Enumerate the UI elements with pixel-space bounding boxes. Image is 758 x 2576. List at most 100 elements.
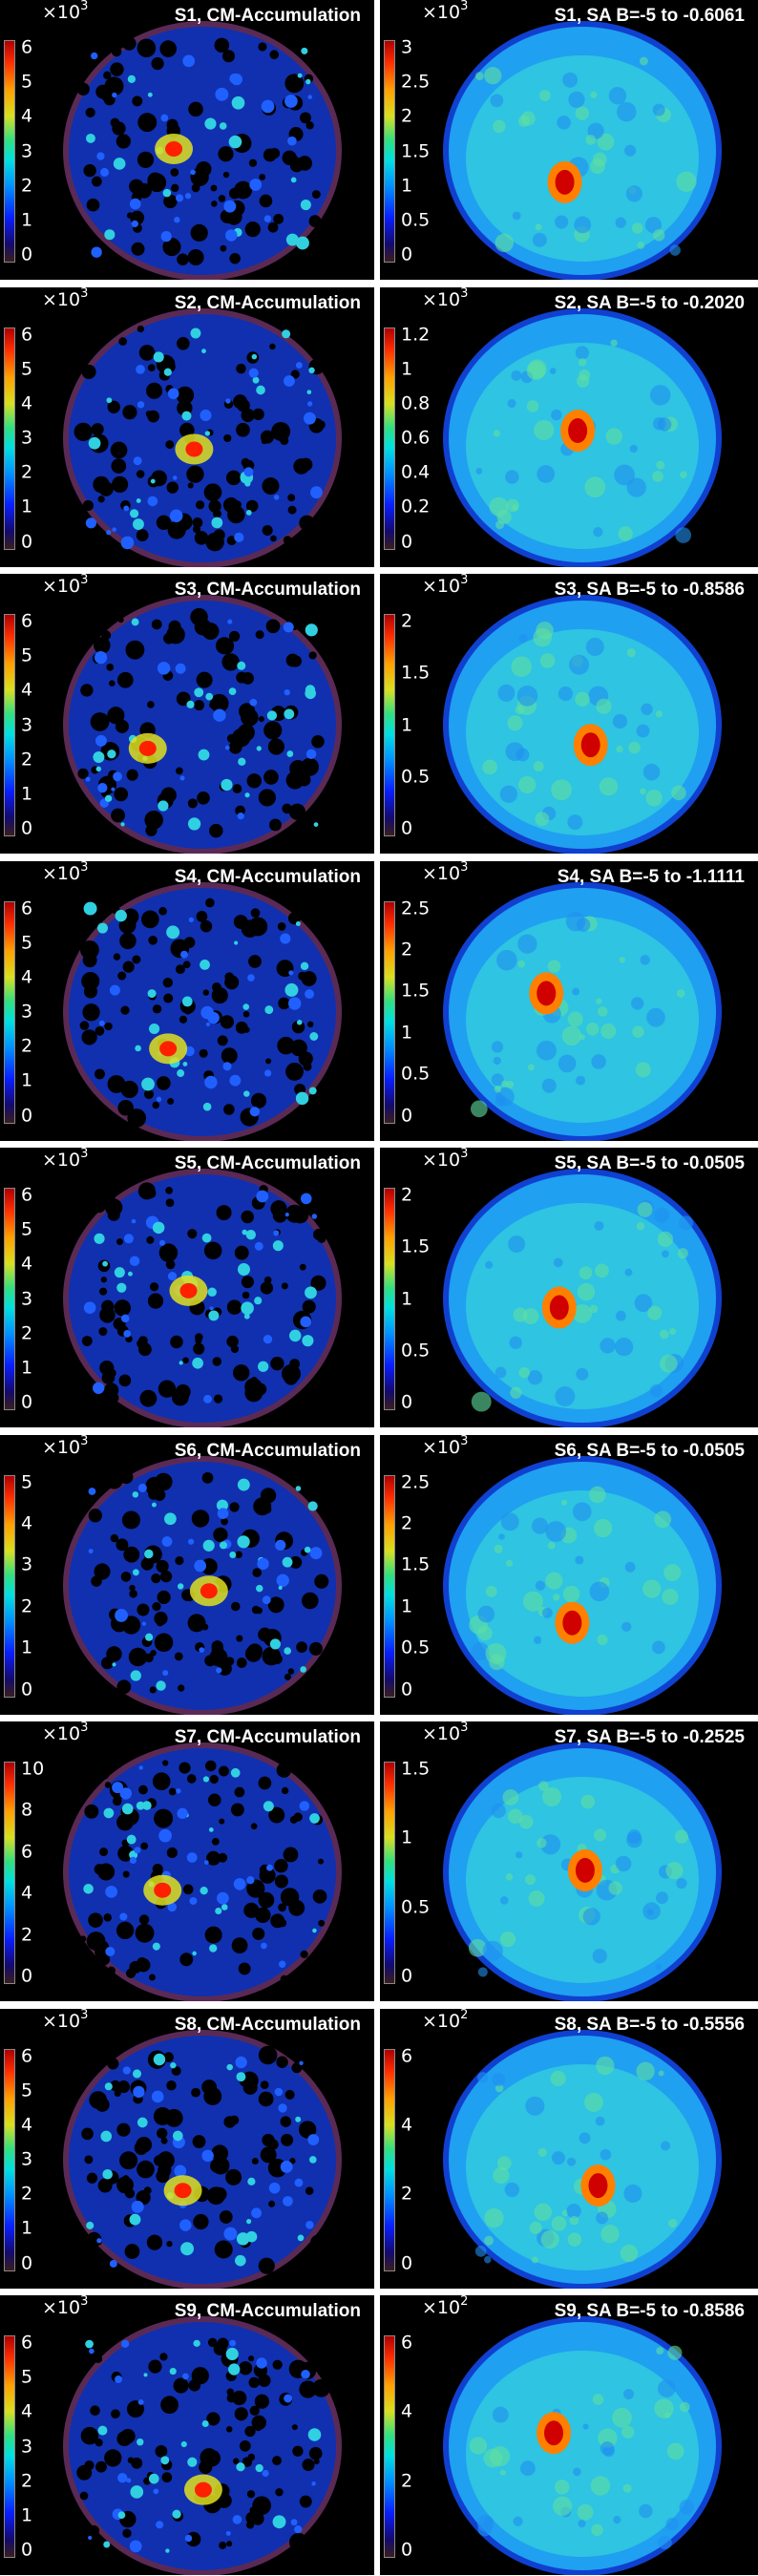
- void-spot: [289, 158, 305, 173]
- void-spot: [255, 1907, 271, 1924]
- colorbar-tick-label: 0: [401, 2539, 413, 2561]
- void-spot: [98, 323, 111, 334]
- texture-spot: [123, 504, 130, 511]
- texture-spot: [608, 1881, 622, 1895]
- void-spot: [230, 1803, 244, 1817]
- void-spot: [97, 495, 105, 502]
- colorbar-multiplier: ×103: [42, 1434, 89, 1458]
- void-spot: [239, 2439, 251, 2452]
- void-spot: [179, 422, 195, 437]
- void-spot: [160, 787, 177, 803]
- colorbar-tick-label: 2.5: [401, 897, 431, 918]
- void-spot: [110, 2080, 121, 2091]
- texture-spot: [308, 367, 315, 373]
- colorbar-tick-label: 0.8: [401, 392, 431, 414]
- texture-spot: [550, 2070, 566, 2086]
- void-spot: [188, 2379, 201, 2392]
- texture-spot: [592, 1949, 607, 1964]
- texture-spot: [310, 485, 323, 498]
- void-spot: [138, 1784, 148, 1795]
- void-spot: [221, 50, 236, 63]
- texture-spot: [491, 1072, 504, 1086]
- texture-spot: [160, 2456, 170, 2465]
- panel-title: S3, SA B=-5 to -0.8586: [554, 580, 745, 600]
- texture-spot: [115, 1608, 128, 1622]
- colorbar-tick-label: 1: [21, 496, 33, 517]
- texture-spot: [535, 223, 542, 231]
- void-spot: [203, 1241, 222, 1260]
- texture-spot: [483, 2255, 492, 2263]
- void-spot: [255, 630, 264, 640]
- void-spot: [204, 1760, 217, 1772]
- texture-spot: [138, 1765, 143, 1770]
- void-spot: [146, 2233, 163, 2250]
- texture-spot: [491, 1803, 506, 1819]
- void-spot: [260, 2145, 277, 2163]
- texture-spot: [88, 2535, 93, 2541]
- texture-spot: [137, 2398, 144, 2405]
- void-spot: [120, 2428, 136, 2444]
- void-spot: [132, 95, 143, 107]
- texture-spot: [160, 231, 172, 243]
- colorbar-tick-label: 4: [21, 2114, 33, 2136]
- void-spot: [179, 1953, 194, 1967]
- void-spot: [122, 1870, 130, 1878]
- void-spot: [140, 1842, 149, 1850]
- brain-scan-image: [443, 2029, 722, 2289]
- texture-spot: [152, 1221, 165, 1235]
- texture-spot: [242, 1229, 248, 1235]
- void-spot: [260, 1281, 274, 1295]
- void-spot: [84, 823, 103, 842]
- texture-spot: [620, 2244, 639, 2262]
- colorbar-tick-label: 0.2: [401, 496, 431, 517]
- void-spot: [316, 2080, 325, 2088]
- texture-spot: [209, 1944, 218, 1953]
- texture-spot: [177, 1582, 184, 1590]
- void-spot: [152, 1101, 159, 1109]
- colorbar-tick-label: 1: [21, 1357, 33, 1379]
- texture-spot: [190, 327, 201, 338]
- void-spot: [187, 1229, 198, 1239]
- void-spot: [194, 530, 209, 545]
- texture-spot: [217, 1507, 229, 1519]
- void-spot: [104, 2449, 122, 2467]
- void-spot: [252, 1927, 265, 1940]
- image-panel: ×103 6 5 4 3 2 1 0 S5, CM-Accumulation: [0, 1148, 374, 1427]
- void-spot: [299, 2380, 317, 2398]
- colorbar-tick-label: 6: [21, 324, 33, 345]
- texture-spot: [280, 2160, 293, 2173]
- texture-spot: [496, 2155, 512, 2170]
- texture-spot: [272, 2515, 286, 2529]
- colorbar: [384, 1188, 395, 1410]
- image-panel: ×103 6 5 4 3 2 1 0 S2, CM-Accumulation: [0, 286, 374, 567]
- texture-spot: [115, 909, 127, 921]
- void-spot: [192, 524, 201, 533]
- void-spot: [151, 56, 164, 71]
- colorbar-multiplier: ×103: [42, 574, 89, 597]
- texture-spot: [120, 1314, 130, 1323]
- lesion-core: [580, 732, 600, 758]
- void-spot: [316, 2067, 325, 2076]
- texture-spot: [302, 1335, 314, 1347]
- void-spot: [241, 408, 255, 422]
- texture-spot: [305, 749, 317, 760]
- texture-spot: [621, 2425, 635, 2439]
- void-spot: [82, 952, 97, 967]
- texture-spot: [674, 1829, 688, 1844]
- void-spot: [259, 919, 266, 927]
- void-spot: [285, 653, 300, 667]
- colorbar: [4, 40, 15, 263]
- texture-spot: [505, 1873, 514, 1881]
- texture-spot: [272, 1240, 284, 1252]
- void-spot: [84, 1804, 99, 1819]
- texture-spot: [656, 1891, 668, 1905]
- void-spot: [234, 2407, 248, 2421]
- texture-spot: [567, 2157, 577, 2166]
- colorbar: [4, 327, 15, 550]
- texture-spot: [496, 949, 517, 970]
- texture-spot: [137, 2438, 144, 2446]
- void-spot: [309, 2233, 327, 2251]
- void-spot: [96, 1687, 108, 1699]
- texture-spot: [151, 2090, 164, 2102]
- texture-spot: [541, 1607, 553, 1618]
